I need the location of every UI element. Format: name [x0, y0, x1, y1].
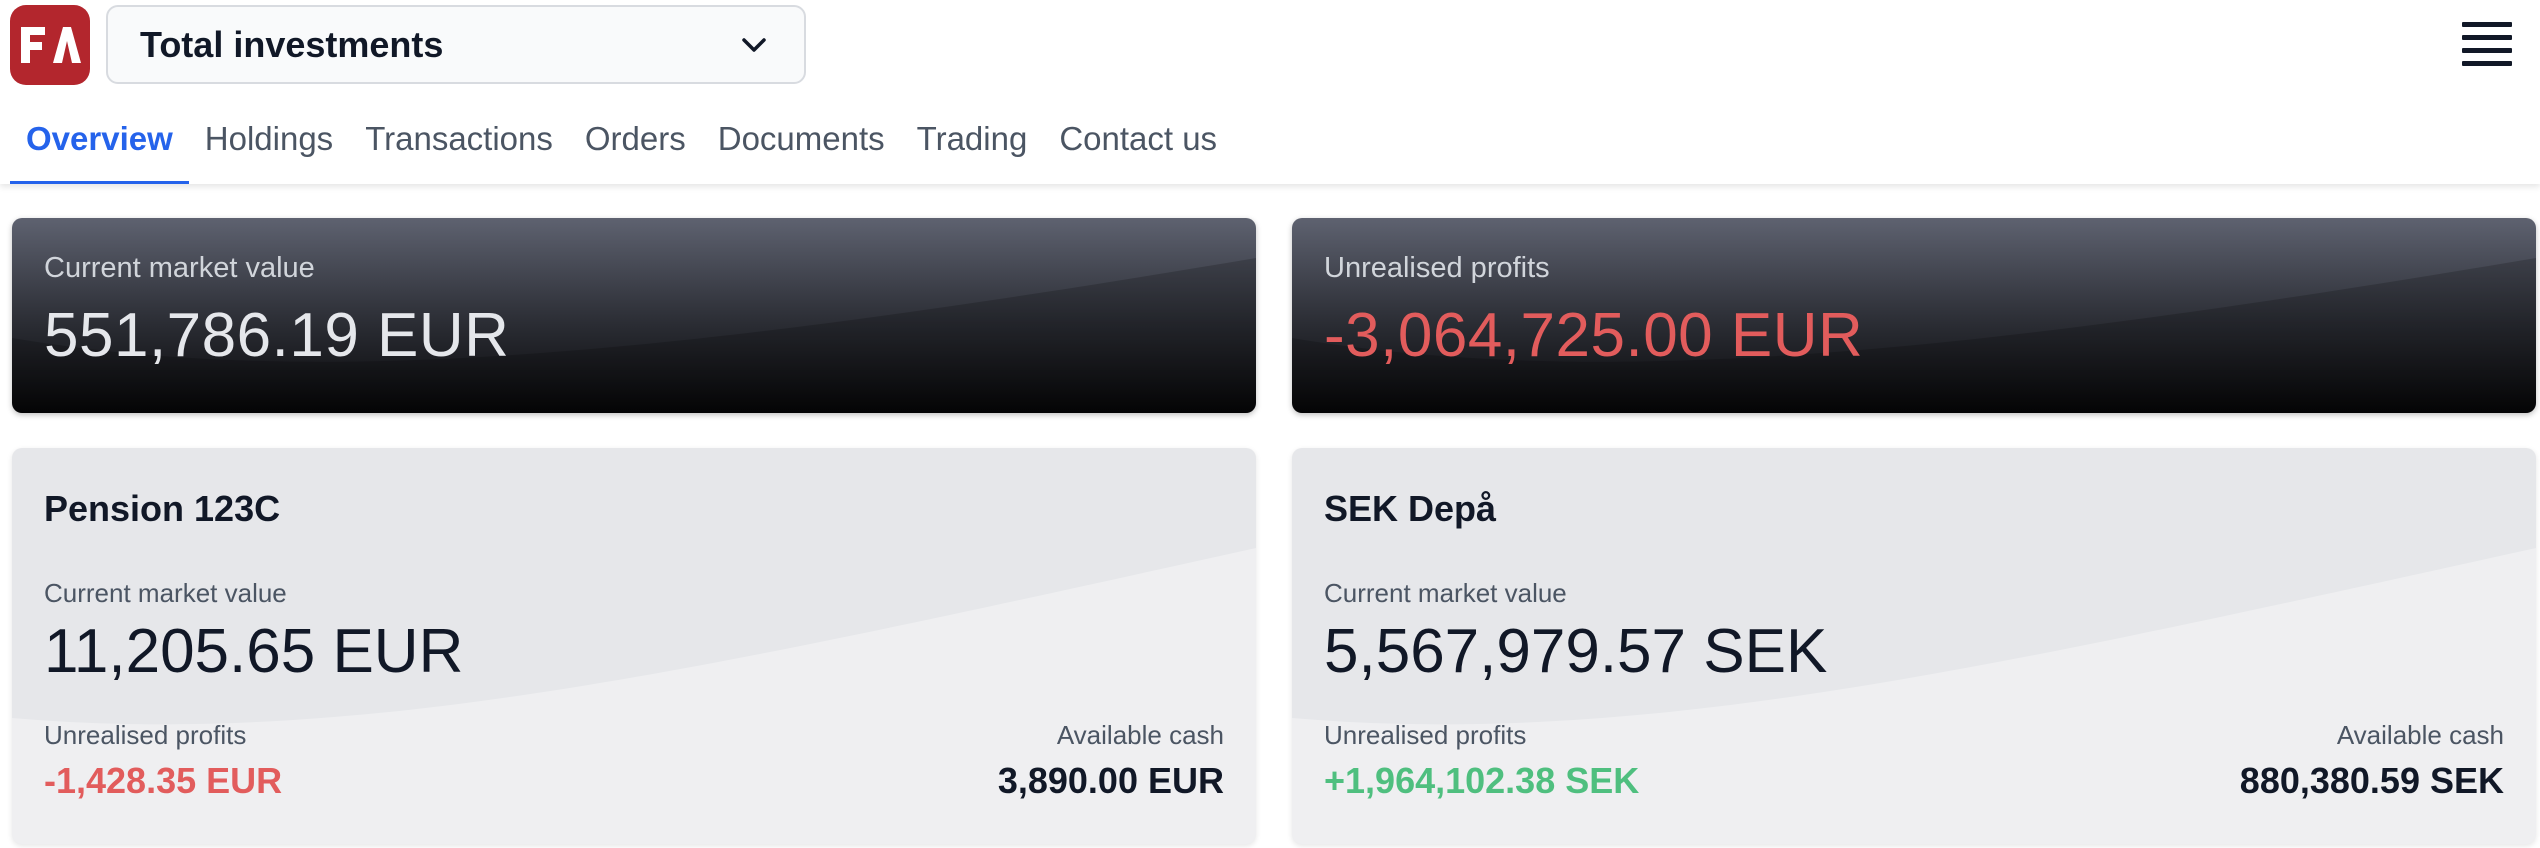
- tab-holdings[interactable]: Holdings: [204, 120, 334, 157]
- tab-contact-us[interactable]: Contact us: [1059, 120, 1218, 157]
- fa-logo[interactable]: [10, 5, 90, 85]
- card-wave-decoration: [1292, 548, 2536, 844]
- nav-tabs: Overview Holdings Transactions Orders Do…: [10, 106, 1233, 184]
- selector-label: Total investments: [140, 23, 444, 65]
- card-wave-decoration: [12, 548, 1256, 844]
- unrealised-profits-caption: Unrealised profits: [44, 720, 247, 750]
- unrealised-profits-caption: Unrealised profits: [1324, 252, 1550, 284]
- chevron-down-icon: [742, 37, 766, 52]
- card-wave-decoration: [1292, 258, 2536, 413]
- portfolio-name: SEK Depå: [1324, 488, 1497, 529]
- portfolio-unrealised-profits: -1,428.35 EUR: [44, 760, 283, 801]
- market-value-caption: Current market value: [44, 252, 315, 284]
- market-value-caption: Current market value: [1324, 578, 1567, 608]
- tab-transactions[interactable]: Transactions: [365, 120, 553, 157]
- portfolio-name: Pension 123C: [44, 488, 281, 529]
- portfolio-available-cash: 3,890.00 EUR: [997, 760, 1224, 801]
- fa-logo-icon: [21, 27, 81, 63]
- hamburger-menu-icon[interactable]: [2462, 22, 2512, 66]
- portfolio-market-value: 5,567,979.57 SEK: [1324, 617, 1828, 686]
- available-cash-caption: Available cash: [1056, 720, 1224, 750]
- portfolio-unrealised-profits: +1,964,102.38 SEK: [1324, 760, 1640, 801]
- market-value-caption: Current market value: [44, 578, 287, 608]
- tab-documents[interactable]: Documents: [717, 120, 885, 157]
- total-market-value-card: Current market value 551,786.19 EUR: [12, 218, 1256, 413]
- unrealised-profits-caption: Unrealised profits: [1324, 720, 1527, 750]
- portfolio-card-sek-depa[interactable]: SEK Depå Current market value 5,567,979.…: [1292, 448, 2536, 844]
- portfolio-available-cash: 880,380.59 SEK: [2239, 760, 2504, 801]
- tab-overview[interactable]: Overview: [10, 106, 189, 184]
- available-cash-caption: Available cash: [2336, 720, 2504, 750]
- investment-selector[interactable]: Total investments: [106, 5, 806, 84]
- portfolio-card-pension[interactable]: Pension 123C Current market value 11,205…: [12, 448, 1256, 844]
- total-unrealised-profits: -3,064,725.00 EUR: [1324, 301, 1864, 370]
- menu-line: [2462, 48, 2512, 53]
- tab-orders[interactable]: Orders: [584, 120, 686, 157]
- total-market-value: 551,786.19 EUR: [44, 301, 510, 370]
- menu-line: [2462, 61, 2512, 66]
- total-unrealised-profits-card: Unrealised profits -3,064,725.00 EUR: [1292, 218, 2536, 413]
- menu-line: [2462, 35, 2512, 40]
- top-header: Total investments Overview Holdings Tran…: [0, 0, 2540, 184]
- portfolio-market-value: 11,205.65 EUR: [44, 617, 464, 686]
- menu-line: [2462, 22, 2512, 27]
- card-wave-decoration: [12, 258, 1256, 413]
- tab-trading[interactable]: Trading: [916, 120, 1028, 157]
